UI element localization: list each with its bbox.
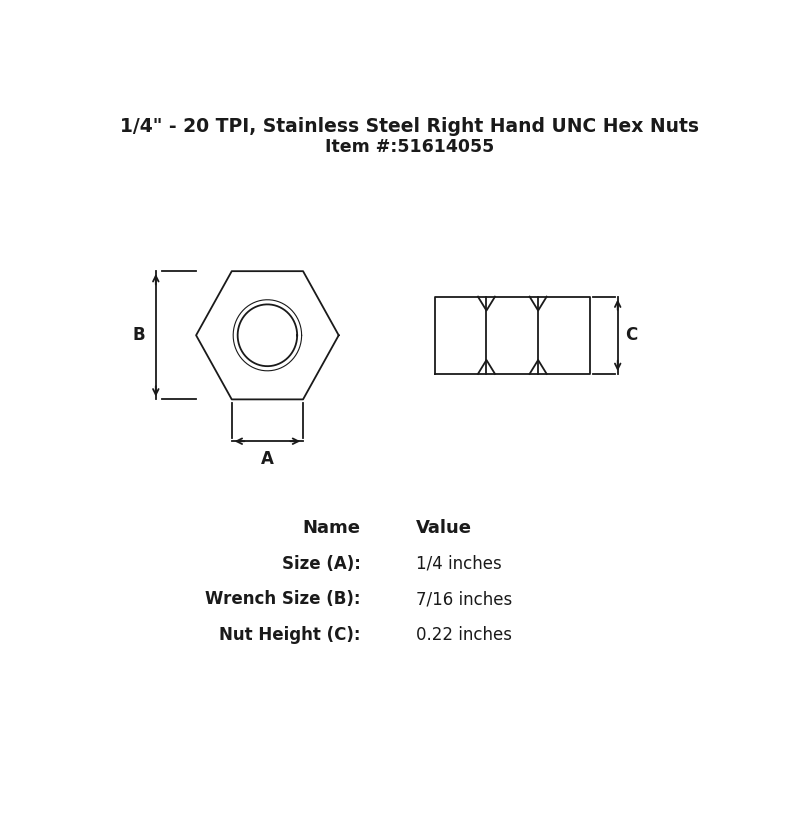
Text: Wrench Size (B):: Wrench Size (B): — [205, 590, 360, 609]
Text: Size (A):: Size (A): — [282, 555, 360, 573]
Text: C: C — [626, 326, 638, 344]
Text: Item #:51614055: Item #:51614055 — [326, 138, 494, 155]
Text: B: B — [132, 326, 145, 344]
Text: Name: Name — [302, 519, 360, 538]
Text: Value: Value — [416, 519, 472, 538]
Text: Nut Height (C):: Nut Height (C): — [219, 625, 360, 644]
Text: 7/16 inches: 7/16 inches — [416, 590, 513, 609]
Text: A: A — [261, 451, 274, 468]
Text: 0.22 inches: 0.22 inches — [416, 625, 512, 644]
Text: 1/4 inches: 1/4 inches — [416, 555, 502, 573]
Text: 1/4" - 20 TPI, Stainless Steel Right Hand UNC Hex Nuts: 1/4" - 20 TPI, Stainless Steel Right Han… — [121, 116, 699, 135]
